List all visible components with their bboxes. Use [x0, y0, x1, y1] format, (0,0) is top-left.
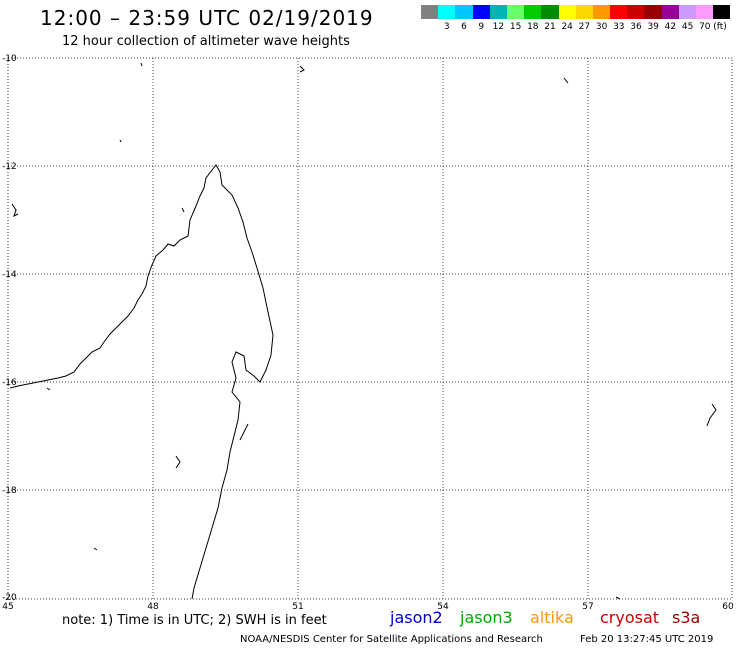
lon-label: 48 — [147, 602, 159, 612]
legend-label: 15 — [509, 22, 522, 32]
legend-swatch — [455, 5, 473, 19]
legend-swatch — [627, 5, 645, 19]
lat-label: -14 — [2, 270, 17, 280]
satellite-jason2: jason2 — [390, 608, 443, 627]
island — [119, 139, 122, 143]
lat-label: -12 — [2, 162, 17, 172]
lon-label: 60 — [722, 602, 734, 612]
satellite-s3a: s3a — [672, 608, 701, 627]
wave-height-legend: 3 6 9 12 15 18 21 24 27 30 33 36 39 42 45 70 (ft) — [421, 5, 731, 34]
madagascar-coastline — [9, 164, 274, 600]
island — [175, 455, 181, 469]
island — [706, 403, 717, 427]
legend-label: 21 — [544, 22, 556, 32]
lon-label: 57 — [582, 602, 594, 612]
lon-label: 54 — [437, 602, 449, 612]
island — [239, 423, 249, 441]
legend-swatch — [438, 5, 456, 19]
legend-label: 30 — [595, 22, 608, 32]
legend-swatch — [524, 5, 542, 19]
credit-line: NOAA/NESDIS Center for Satellite Applica… — [240, 634, 543, 645]
legend-label: 24 — [561, 22, 573, 32]
legend-swatch — [506, 5, 525, 19]
legend-swatches — [421, 5, 731, 19]
legend-swatch — [558, 5, 576, 19]
legend-label: 70 — [699, 22, 711, 32]
map-grid — [8, 58, 732, 599]
island — [615, 596, 621, 600]
legend-swatch — [575, 5, 593, 19]
lat-label: -10 — [2, 54, 17, 64]
map-title: 12:00 – 23:59 UTC 02/19/2019 — [40, 6, 374, 30]
island — [181, 207, 185, 213]
island — [140, 62, 143, 67]
legend-swatch — [644, 5, 662, 19]
legend-label: 27 — [578, 22, 591, 32]
legend-swatch — [592, 5, 611, 19]
legend-label: 33 — [613, 22, 625, 32]
lon-label: 51 — [292, 602, 304, 612]
legend-label: 9 — [478, 22, 485, 32]
legend-swatch — [610, 5, 628, 19]
legend-label: 3 — [443, 22, 450, 32]
satellite-jason3: jason3 — [460, 608, 513, 627]
legend-labels: 3 6 9 12 15 18 21 24 27 30 33 36 39 42 45 70 (ft) — [421, 22, 730, 34]
legend-swatch — [713, 5, 731, 19]
legend-label: 6 — [461, 22, 467, 32]
footer-note: note: 1) Time is in UTC; 2) SWH is in fe… — [62, 613, 327, 628]
legend-label: 42 — [664, 22, 677, 32]
legend-swatch — [541, 5, 559, 19]
legend-swatch — [678, 5, 696, 19]
legend-label: 45 — [681, 22, 694, 32]
legend-swatch — [489, 5, 507, 19]
legend-unit: (ft) — [713, 22, 727, 32]
island — [563, 77, 569, 84]
generated-timestamp: Feb 20 13:27:45 UTC 2019 — [580, 634, 714, 645]
lat-label: -16 — [2, 378, 17, 388]
lat-label: -20 — [2, 593, 17, 603]
satellite-cryosat: cryosat — [600, 608, 660, 627]
legend-swatch — [696, 5, 714, 19]
legend-swatch — [661, 5, 679, 19]
legend-label: 12 — [492, 22, 505, 32]
legend-swatch — [472, 5, 490, 19]
map-subtitle: 12 hour collection of altimeter wave hei… — [62, 34, 350, 49]
map-frame — [7, 57, 733, 600]
island — [299, 65, 305, 73]
legend-label: 18 — [527, 22, 539, 32]
legend-swatch — [421, 5, 439, 19]
legend-label: 36 — [630, 22, 642, 32]
island — [11, 203, 19, 217]
coastline — [9, 62, 717, 600]
island — [93, 547, 98, 551]
legend-label: 39 — [647, 22, 659, 32]
satellite-altika: altika — [530, 608, 574, 627]
lat-labels: -10 -12 -14 -16 -18 -20 — [2, 54, 17, 603]
lon-label: 45 — [2, 602, 14, 612]
lat-label: -18 — [2, 486, 17, 496]
island — [46, 387, 51, 391]
